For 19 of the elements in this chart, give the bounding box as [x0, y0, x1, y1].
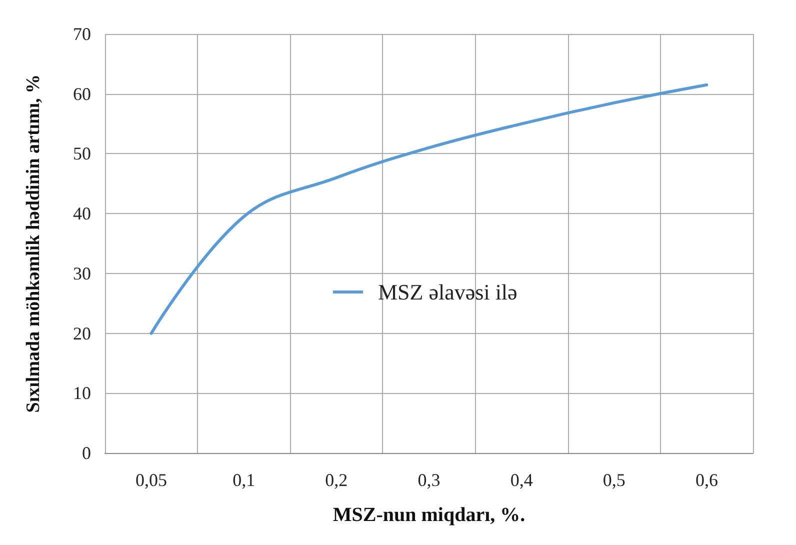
x-tick-label: 0,1: [232, 470, 256, 490]
line-series: [150, 83, 708, 335]
x-tick-label: 0,4: [510, 470, 533, 490]
y-tick-label: 60: [73, 84, 91, 104]
x-tick-label: 0,2: [325, 470, 348, 490]
x-tick-label: 0,05: [136, 470, 168, 490]
y-tick-label: 50: [73, 144, 91, 164]
x-tick-label: 0,3: [418, 470, 440, 490]
y-tick-label: 70: [73, 24, 91, 44]
y-tick-label: 10: [73, 383, 91, 404]
legend-label: MSZ əlavəsi ilə: [378, 280, 518, 304]
x-tick-label: 0,6: [695, 470, 718, 490]
y-tick-label: 0: [82, 443, 91, 463]
y-tick-label: 30: [73, 263, 91, 284]
y-tick-label: 20: [73, 323, 91, 344]
y-axis-title: Sıxılmada möhkəmlik həddinin artımı, %: [23, 74, 44, 413]
x-tick-label: 0,5: [602, 470, 626, 490]
y-tick-label: 40: [73, 204, 91, 224]
x-axis-title: MSZ-nun miqdarı, %.: [332, 504, 526, 526]
